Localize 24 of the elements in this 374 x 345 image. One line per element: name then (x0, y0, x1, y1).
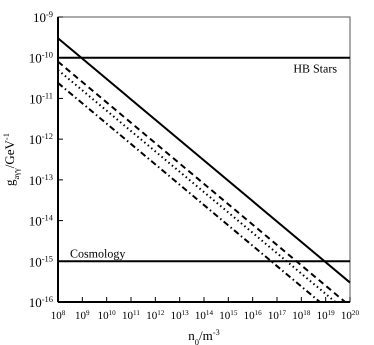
x-tick-label: 10$^{13}$ (170, 309, 190, 322)
x-tick-label: 10$^{14}$ (194, 309, 214, 322)
x-tick-label: 10$^{12}$ (146, 309, 165, 322)
x-tick-label: 10$^{11}$ (122, 309, 140, 322)
y-tick-label: 10$^{-14}$ (28, 212, 54, 229)
x-tick-label: 10$^{8}$ (50, 309, 66, 322)
x-tick-label: 10$^{15}$ (219, 309, 238, 322)
x-tick-label: 10$^{10}$ (98, 309, 116, 322)
x-tick-label: 10$^{20}$ (340, 309, 360, 322)
y-tick-label: 10$^{-15}$ (28, 253, 53, 270)
x-tick-label: 10$^{16}$ (244, 309, 262, 322)
y-tick-label: 10$^{-9}$ (32, 9, 53, 25)
ref-line-label: Cosmology (70, 246, 126, 260)
y-tick-label: 10$^{-13}$ (28, 172, 53, 188)
x-tick-label: 10$^{17}$ (268, 309, 286, 322)
y-tick-label: 10$^{-10}$ (28, 50, 53, 66)
y-tick-label: 10$^{-12}$ (28, 131, 53, 148)
x-tick-label: 10$^{19}$ (316, 309, 336, 322)
x-tick-label: 10$^{18}$ (292, 309, 311, 322)
y-tick-label: 10$^{-16}$ (28, 294, 53, 310)
x-tick-label: 10$^{9}$ (75, 309, 90, 322)
y-tick-label: 10$^{-11}$ (29, 90, 53, 106)
x-axis-title: n$_{0}$/m$^{-3}$ (188, 327, 220, 345)
ref-line-label: HB Stars (293, 62, 338, 76)
